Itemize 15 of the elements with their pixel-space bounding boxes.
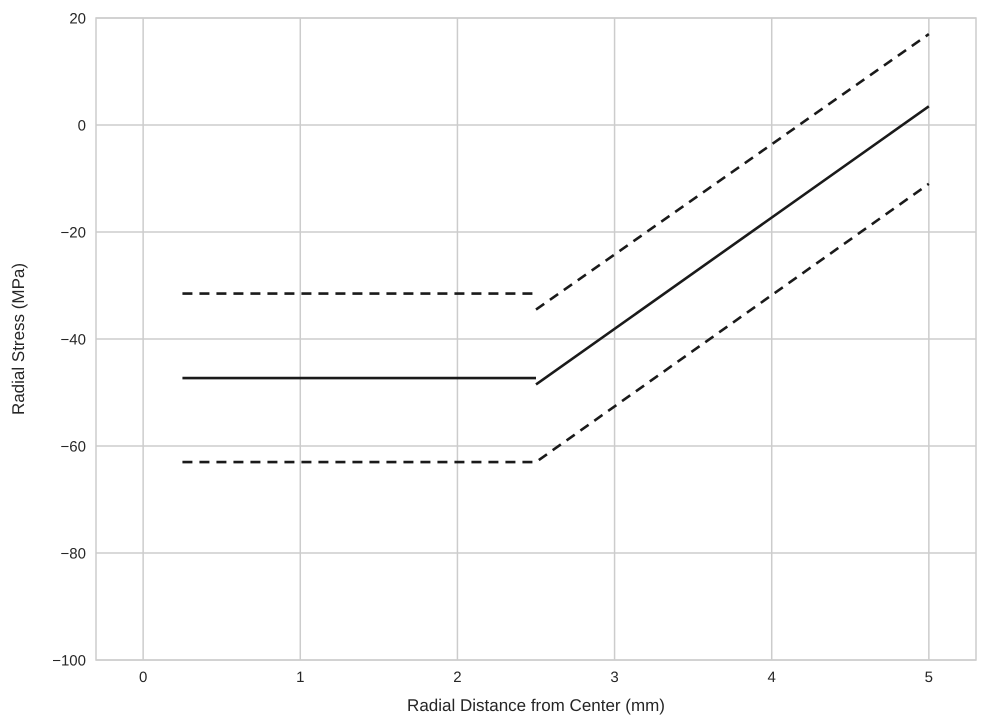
y-tick-label: −60: [60, 438, 86, 456]
x-tick-label: 4: [768, 669, 776, 686]
x-tick-label: 0: [138, 669, 148, 686]
y-tick-label: 0: [78, 117, 86, 134]
y-tick-label: 20: [69, 10, 86, 28]
y-axis-title: Radial Stress (MPa): [9, 262, 28, 416]
y-tick-label: −80: [60, 545, 86, 562]
x-tick-label: 1: [296, 669, 304, 686]
y-tick-label: −40: [60, 331, 86, 348]
y-tick-label: −20: [60, 224, 86, 242]
x-tick-label: 5: [924, 669, 934, 686]
x-axis-title: Radial Distance from Center (mm): [407, 696, 665, 715]
x-tick-label: 2: [453, 669, 462, 686]
x-tick-label: 3: [610, 669, 619, 686]
y-tick-label: −100: [52, 652, 86, 670]
